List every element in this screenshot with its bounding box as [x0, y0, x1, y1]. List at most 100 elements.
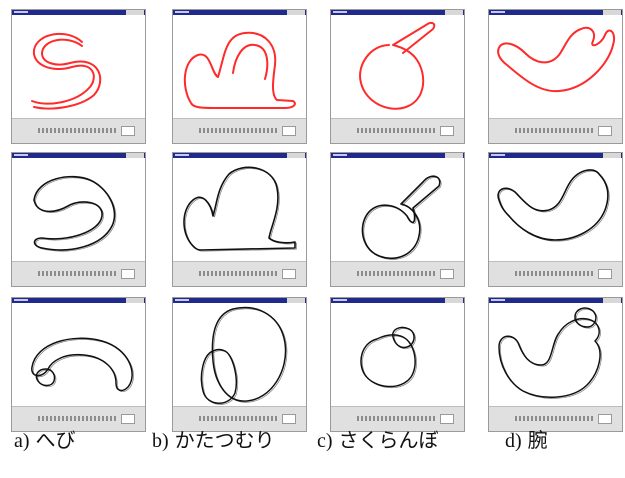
- status-button[interactable]: [440, 269, 454, 279]
- window-titlebar[interactable]: [489, 153, 622, 158]
- caption-a: a) へび: [14, 424, 76, 453]
- window-control-buttons[interactable]: [126, 10, 144, 15]
- window-statusbar: [173, 118, 306, 143]
- status-button[interactable]: [282, 414, 296, 424]
- window-titlebar[interactable]: [489, 10, 622, 15]
- shape-shading-snail: [185, 168, 297, 252]
- sketch-svg: [361, 175, 442, 260]
- status-button[interactable]: [121, 269, 135, 279]
- drawing-canvas[interactable]: [331, 158, 464, 261]
- shape-shading-snail: [213, 308, 288, 403]
- status-indicator: [38, 271, 116, 276]
- status-indicator: [199, 416, 277, 421]
- caption-key: d): [505, 430, 522, 452]
- window-titlebar[interactable]: [331, 153, 464, 158]
- sketch-window-rotated-view-d: [488, 297, 623, 432]
- drawing-canvas[interactable]: [489, 158, 622, 261]
- status-button[interactable]: [440, 126, 454, 136]
- window-control-buttons[interactable]: [603, 298, 621, 303]
- sketch-svg: [360, 326, 417, 389]
- window-control-buttons[interactable]: [445, 298, 463, 303]
- sketch-svg: [31, 337, 134, 393]
- window-control-buttons[interactable]: [126, 298, 144, 303]
- drawing-canvas[interactable]: [489, 15, 622, 118]
- status-button[interactable]: [282, 126, 296, 136]
- status-button[interactable]: [440, 414, 454, 424]
- window-titlebar[interactable]: [12, 298, 145, 303]
- shape-shading-snake: [37, 369, 57, 388]
- window-control-buttons[interactable]: [126, 153, 144, 158]
- drawing-canvas[interactable]: [331, 303, 464, 406]
- status-indicator: [357, 128, 435, 133]
- window-titlebar[interactable]: [173, 153, 306, 158]
- window-title: [491, 154, 505, 156]
- drawing-canvas[interactable]: [331, 15, 464, 118]
- window-control-buttons[interactable]: [287, 298, 305, 303]
- window-control-buttons[interactable]: [287, 10, 305, 15]
- status-button[interactable]: [598, 414, 612, 424]
- drawing-canvas[interactable]: [12, 15, 145, 118]
- window-statusbar: [173, 261, 306, 286]
- status-button[interactable]: [598, 269, 612, 279]
- window-statusbar: [331, 261, 464, 286]
- shape-shading-arm: [499, 170, 610, 242]
- window-titlebar[interactable]: [12, 10, 145, 15]
- window-titlebar[interactable]: [489, 298, 622, 303]
- shape-stroke-snake: [33, 175, 116, 251]
- status-indicator: [515, 416, 593, 421]
- window-title: [14, 299, 28, 301]
- window-titlebar[interactable]: [12, 153, 145, 158]
- status-indicator: [357, 416, 435, 421]
- sketch-svg: [31, 32, 102, 110]
- shape-shading-arm: [576, 309, 598, 329]
- sketch-window-rendered-outline-b: [172, 152, 307, 287]
- shape-shading-snake: [35, 177, 117, 252]
- shape-stroke-arm: [498, 317, 601, 398]
- status-indicator: [357, 271, 435, 276]
- window-control-buttons[interactable]: [445, 153, 463, 158]
- sketch-window-rotated-view-c: [330, 297, 465, 432]
- drawing-canvas[interactable]: [12, 158, 145, 261]
- shape-shading-snail: [202, 350, 238, 405]
- status-button[interactable]: [598, 126, 612, 136]
- shape-stroke-arm: [497, 169, 609, 241]
- drawing-canvas[interactable]: [173, 303, 306, 406]
- caption-label: かたつむり: [174, 428, 275, 452]
- status-indicator: [38, 128, 116, 133]
- drawing-canvas[interactable]: [12, 303, 145, 406]
- window-control-buttons[interactable]: [603, 153, 621, 158]
- window-titlebar[interactable]: [331, 10, 464, 15]
- status-indicator: [515, 128, 593, 133]
- status-indicator: [515, 271, 593, 276]
- window-control-buttons[interactable]: [603, 10, 621, 15]
- window-title: [14, 11, 28, 13]
- sketch-svg: [498, 307, 602, 399]
- caption-d: d) 腕: [505, 424, 548, 453]
- window-statusbar: [489, 261, 622, 286]
- status-indicator: [199, 128, 277, 133]
- caption-key: a): [14, 430, 30, 452]
- shape-stroke-snail: [183, 31, 296, 109]
- shape-shading-cherry: [363, 177, 442, 260]
- sketch-svg: [183, 166, 297, 252]
- drawing-canvas[interactable]: [489, 303, 622, 406]
- sketch-svg: [359, 21, 436, 110]
- sketch-window-input-strokes-d: [488, 9, 623, 144]
- window-control-buttons[interactable]: [445, 10, 463, 15]
- status-indicator: [199, 271, 277, 276]
- status-button[interactable]: [121, 126, 135, 136]
- window-titlebar[interactable]: [331, 298, 464, 303]
- window-titlebar[interactable]: [173, 10, 306, 15]
- shape-shading-cherry: [362, 335, 417, 389]
- caption-label: 腕: [527, 428, 548, 452]
- window-statusbar: [12, 261, 145, 286]
- shape-stroke-arm: [497, 26, 615, 93]
- drawing-canvas[interactable]: [173, 158, 306, 261]
- window-titlebar[interactable]: [173, 298, 306, 303]
- status-button[interactable]: [282, 269, 296, 279]
- window-title: [491, 11, 505, 13]
- drawing-canvas[interactable]: [173, 15, 306, 118]
- window-control-buttons[interactable]: [287, 153, 305, 158]
- status-button[interactable]: [121, 414, 135, 424]
